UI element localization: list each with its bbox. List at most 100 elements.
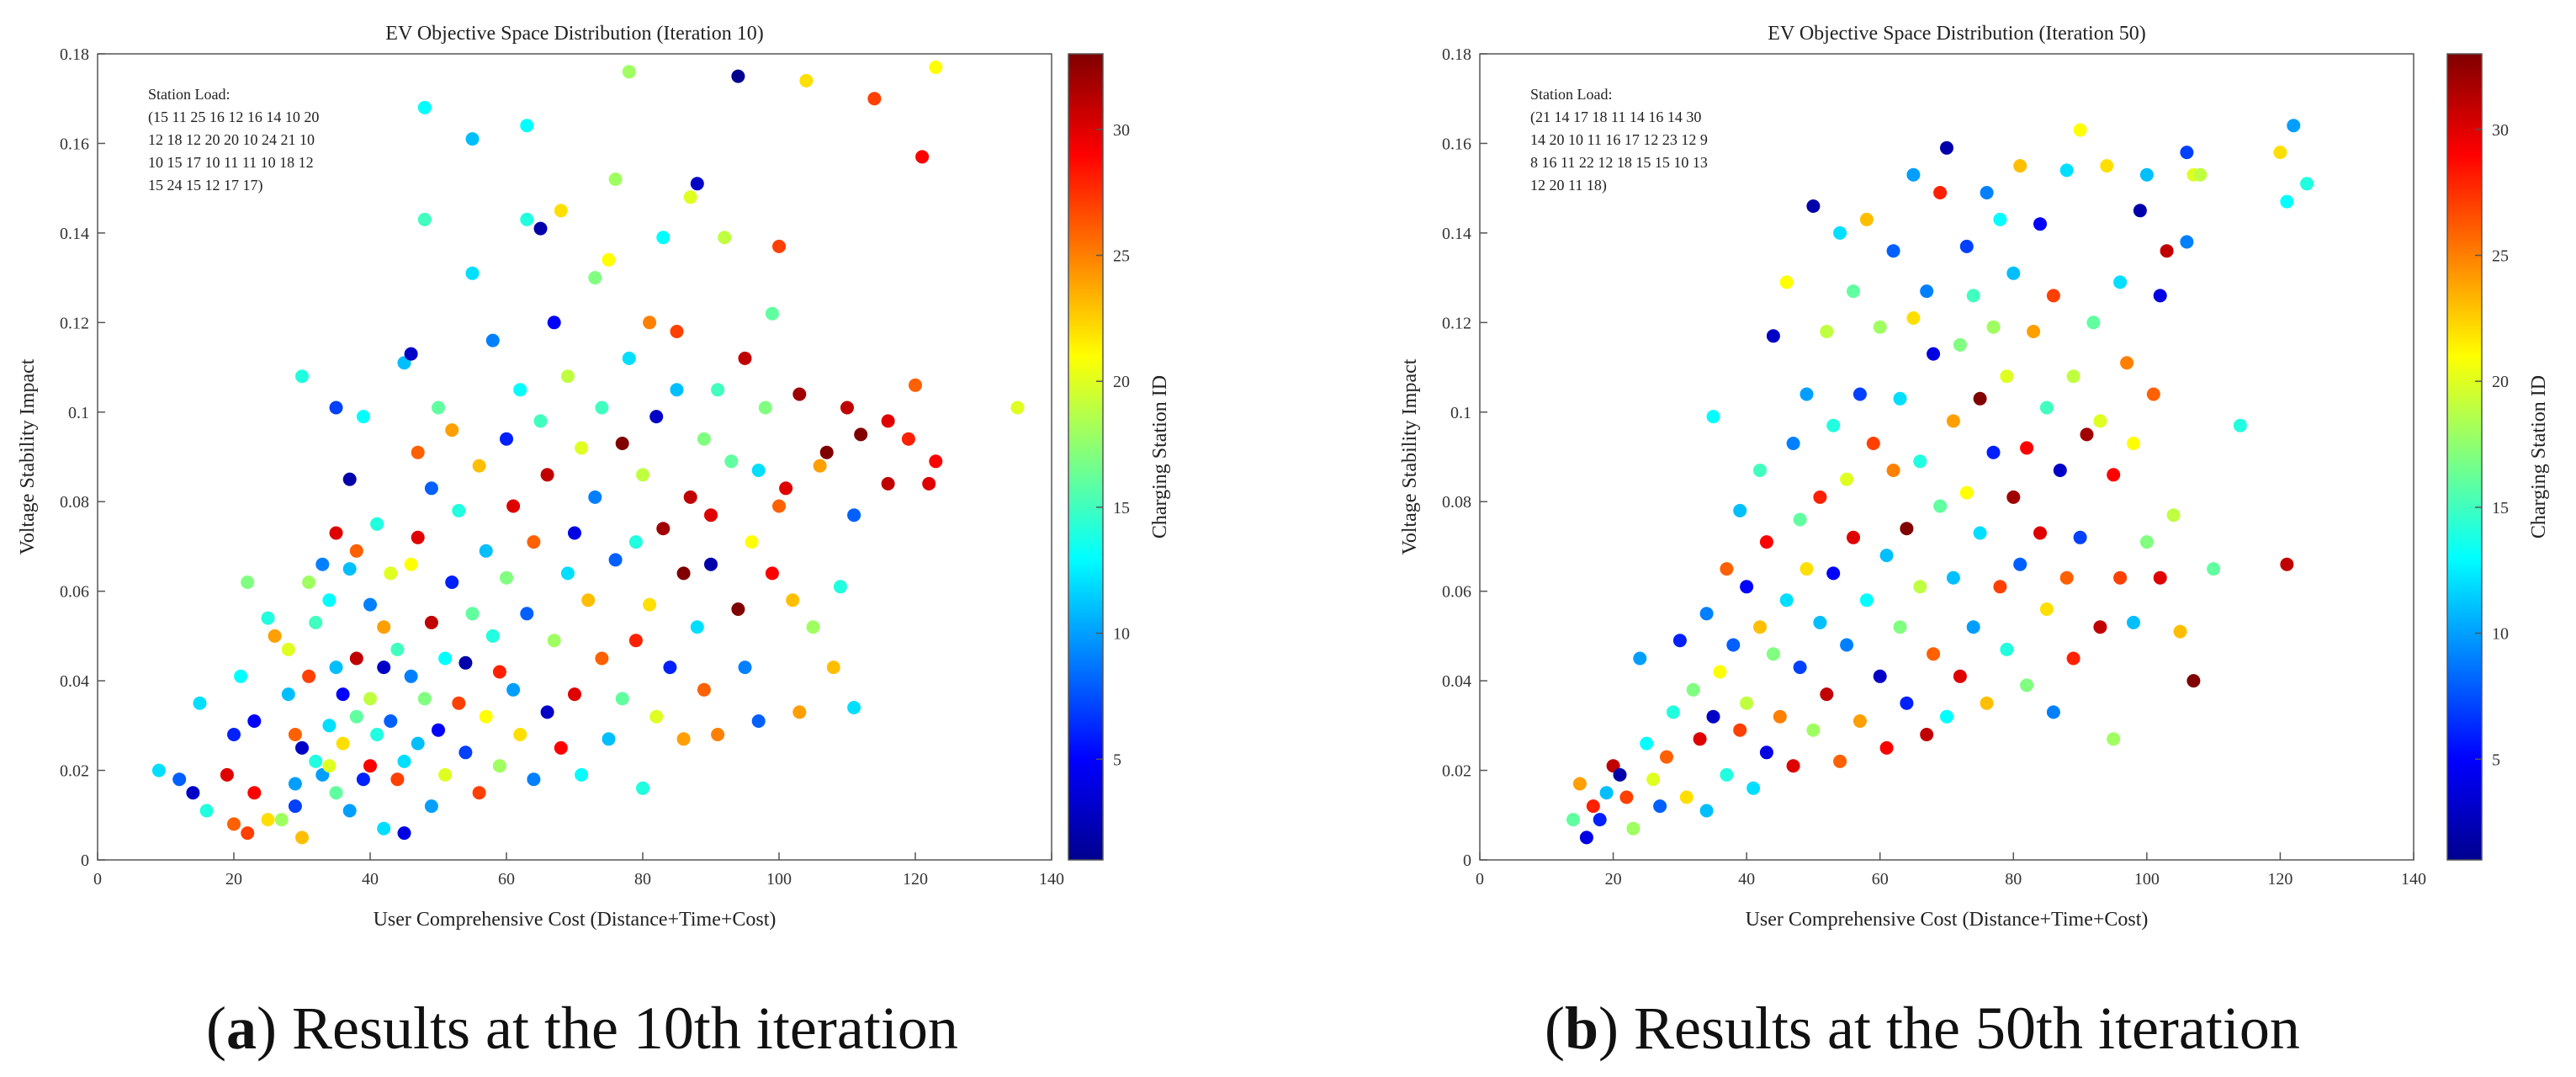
colorbar-tick-label: 20 xyxy=(1113,373,1130,391)
data-point xyxy=(2107,468,2121,482)
data-point xyxy=(2139,167,2154,182)
data-point xyxy=(690,620,704,634)
data-point xyxy=(718,231,732,245)
data-point xyxy=(445,576,459,589)
data-point xyxy=(2000,642,2014,656)
data-point xyxy=(1913,580,1927,594)
data-point xyxy=(1686,682,1700,697)
data-point xyxy=(472,459,486,473)
data-point xyxy=(424,799,438,814)
data-point xyxy=(1886,464,1900,477)
data-point xyxy=(568,526,581,540)
data-point xyxy=(649,709,664,724)
data-point xyxy=(1927,647,1941,661)
data-point xyxy=(397,754,411,768)
data-point xyxy=(288,799,302,814)
data-point xyxy=(1993,212,2007,226)
data-point xyxy=(1646,772,1661,787)
data-point xyxy=(384,714,398,728)
data-point xyxy=(1847,530,1860,544)
data-point xyxy=(274,813,289,827)
data-point xyxy=(765,306,779,321)
data-point xyxy=(1986,445,2001,459)
y-tick-label: 0.08 xyxy=(1442,493,1471,512)
data-point xyxy=(1840,472,1854,486)
data-point xyxy=(520,607,534,621)
data-point xyxy=(683,190,697,204)
annotation-line: 14 20 10 11 16 17 12 23 12 9 xyxy=(1530,131,1708,148)
data-point xyxy=(506,682,521,697)
data-point xyxy=(513,383,527,397)
data-point xyxy=(1866,437,1880,450)
data-point xyxy=(1626,821,1640,836)
y-axis-label: Voltage Stability Impact xyxy=(17,358,39,554)
data-point xyxy=(1706,709,1720,724)
data-point xyxy=(172,772,187,787)
data-point xyxy=(636,468,649,482)
data-point xyxy=(329,786,343,800)
x-tick-label: 60 xyxy=(498,870,515,889)
station-load-annotation: Station Load: (21 14 17 18 11 14 16 14 3… xyxy=(1530,86,1708,194)
data-point xyxy=(1933,499,1948,513)
data-point xyxy=(560,369,575,384)
data-point xyxy=(411,445,425,459)
x-tick-label: 100 xyxy=(766,870,792,889)
data-point xyxy=(302,576,316,589)
data-point xyxy=(288,777,302,791)
data-point xyxy=(1579,830,1593,845)
data-point xyxy=(1619,790,1634,804)
data-point xyxy=(2166,508,2181,523)
data-point xyxy=(581,593,596,607)
data-point xyxy=(833,580,847,594)
data-point xyxy=(404,347,418,361)
data-point xyxy=(227,728,241,741)
data-point xyxy=(1920,284,1934,299)
y-tick-label: 0.06 xyxy=(1442,583,1471,602)
data-point xyxy=(1793,512,1807,527)
data-point xyxy=(2006,490,2021,504)
y-axis-label: Voltage Stability Impact xyxy=(1399,358,1421,554)
data-point xyxy=(1859,212,1874,226)
data-point xyxy=(2233,418,2247,432)
y-tick-label: 0.12 xyxy=(1442,314,1471,332)
colorbar: 5 10 15 20 25 30 Charging Station ID xyxy=(1068,53,1171,861)
x-tick-label: 140 xyxy=(2401,870,2426,889)
y-tick-label: 0 xyxy=(81,852,89,870)
data-point xyxy=(302,669,316,683)
data-point xyxy=(1826,418,1841,432)
caption-b: (b) Results at the 50th iteration xyxy=(1545,995,2300,1062)
data-point xyxy=(1720,767,1734,782)
data-point xyxy=(799,73,814,88)
data-point xyxy=(1879,549,1894,563)
y-tick-label: 0.12 xyxy=(60,314,89,332)
data-point xyxy=(458,655,473,670)
data-point xyxy=(370,728,384,741)
data-point xyxy=(1813,490,1827,504)
data-point xyxy=(1859,593,1874,607)
data-point xyxy=(336,687,350,702)
data-point xyxy=(295,740,309,755)
data-point xyxy=(241,576,255,589)
colorbar-tick-label: 25 xyxy=(1113,247,1130,266)
data-point xyxy=(151,763,166,777)
data-point xyxy=(186,786,200,800)
data-point xyxy=(738,661,752,675)
data-point xyxy=(2027,325,2041,338)
data-point xyxy=(2033,526,2047,540)
data-point xyxy=(751,464,766,477)
colorbar-tick-label: 15 xyxy=(1113,499,1130,517)
colorbar-label: Charging Station ID xyxy=(1149,375,1171,538)
data-point xyxy=(1980,696,1994,710)
data-point xyxy=(2280,557,2294,571)
data-point xyxy=(649,410,664,424)
x-tick-label: 140 xyxy=(1039,870,1064,889)
data-point xyxy=(227,817,241,831)
data-point xyxy=(533,414,548,428)
data-point xyxy=(683,490,697,504)
y-axis: 0 0.02 0.04 0.06 0.08 0.1 0.12 0.14 0.16 0.18 xyxy=(1442,45,1487,870)
data-point xyxy=(527,535,541,549)
data-point xyxy=(1946,570,1960,585)
data-point xyxy=(247,786,262,800)
colorbar-tick-label: 5 xyxy=(1113,751,1121,769)
data-point xyxy=(622,351,636,365)
